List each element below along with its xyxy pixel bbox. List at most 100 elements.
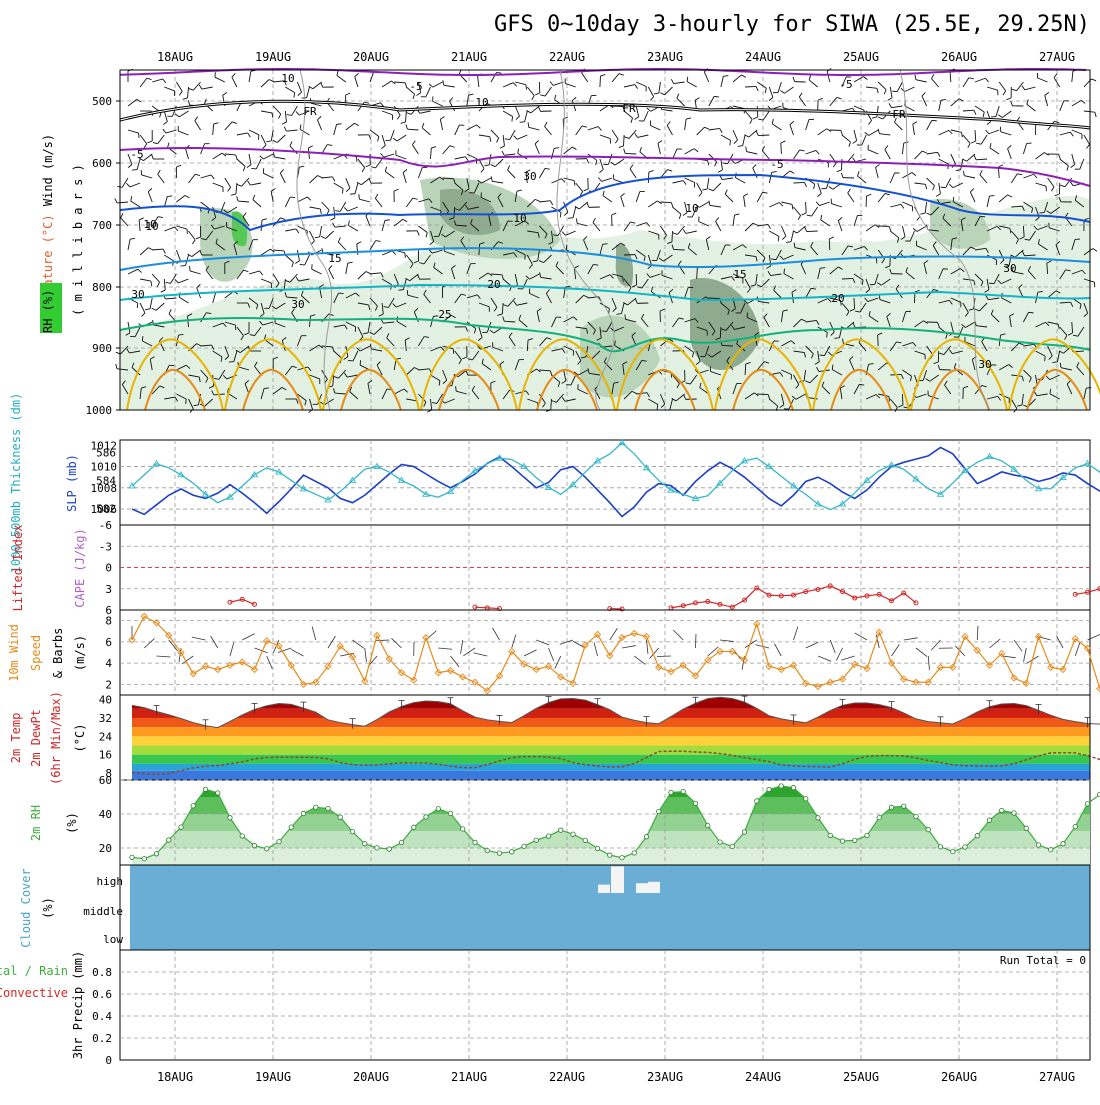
wind-barb <box>625 153 636 154</box>
lifted-ylabel-cape: CAPE (J/kg) <box>73 528 87 607</box>
wind-barb-flag <box>980 216 985 217</box>
wind10-barb <box>594 642 597 656</box>
contour-label: 20 <box>831 292 844 305</box>
rh2m-marker <box>142 857 146 861</box>
rh2m-marker <box>301 811 305 815</box>
precip-tick: 0 <box>105 1054 112 1067</box>
rh2m-marker <box>497 851 501 855</box>
rh2m-marker <box>363 842 367 846</box>
cloud-ylabel1: Cloud Cover <box>19 868 33 947</box>
rh2m-marker <box>583 838 587 842</box>
wind-barb-flag <box>1091 79 1096 81</box>
lifted-series <box>228 584 1100 611</box>
wind10-grid <box>120 610 1090 695</box>
cloud-high-bar <box>636 883 648 893</box>
precip-panel: 0.80.60.40.20 Run Total = 0 Total / Rain… <box>0 950 1090 1067</box>
rh2m-marker <box>828 833 832 837</box>
bottom-date-label: 23AUG <box>647 1070 683 1084</box>
wind-barb <box>878 335 879 346</box>
wind-barb <box>902 394 903 405</box>
contour-label: 10 <box>281 72 294 85</box>
contour-label: 30 <box>1003 262 1016 275</box>
rh2m-marker <box>767 787 771 791</box>
rh2m-marker <box>902 804 906 808</box>
wind-barb <box>600 76 601 87</box>
cloud-high-bar <box>611 866 624 893</box>
wind10-barb <box>144 638 154 648</box>
rh2m-marker <box>546 834 550 838</box>
rh2m-marker <box>853 838 857 842</box>
wind10-barb <box>1088 634 1100 640</box>
rh2m-marker <box>1036 843 1040 847</box>
temp2m-band <box>120 727 1090 736</box>
slp-series <box>129 440 1100 525</box>
contour-label: -5 <box>409 80 422 93</box>
pressure-tick: 700 <box>92 219 112 232</box>
rh2m-tick: 40 <box>99 808 112 821</box>
wind-barb-flag <box>407 290 408 295</box>
rh2m-marker <box>657 809 661 813</box>
wind10-barb <box>512 635 516 648</box>
rh2m-marker <box>889 805 893 809</box>
rh2m-marker <box>448 811 452 815</box>
lifted-grid <box>120 525 1090 610</box>
wind-barb <box>745 86 756 87</box>
rh2m-marker <box>730 844 734 848</box>
rh2m-marker <box>755 799 759 803</box>
wind-barb-flag <box>356 157 357 162</box>
wind10-barb <box>493 628 500 640</box>
wind-barb <box>660 202 671 203</box>
wind10-barb <box>1024 648 1027 662</box>
temp2m-tick: 16 <box>99 749 112 762</box>
rh2m-marker <box>461 827 465 831</box>
rh2m-marker <box>779 784 783 788</box>
rh2m-marker <box>399 840 403 844</box>
wind-barb <box>794 182 805 183</box>
wind-barb-flag <box>1093 249 1097 252</box>
lifted-tick: -3 <box>99 540 112 553</box>
wind-barb-flag <box>115 198 117 202</box>
wind-barb-flag <box>186 399 187 404</box>
contour-label: 10 <box>475 96 488 109</box>
rh2m-marker <box>718 840 722 844</box>
wind10-ylabel1: 10m Wind <box>7 624 21 682</box>
wind10-barb <box>1075 643 1080 656</box>
slp-tick: 1012 <box>91 439 118 452</box>
wind10-barb <box>536 640 549 645</box>
top-date-label: 24AUG <box>745 50 781 64</box>
rh2m-marker <box>804 797 808 801</box>
rh2m-marker <box>791 785 795 789</box>
precip-tick: 0.6 <box>92 988 112 1001</box>
wind-barb-flag <box>1095 112 1096 117</box>
rh2m-band <box>120 797 1090 814</box>
cloud-tick: high <box>97 875 124 888</box>
rh2m-marker <box>412 825 416 829</box>
wind10-barb <box>673 630 683 640</box>
cloud-tick: middle <box>83 905 123 918</box>
wind-barb-flag <box>137 303 138 308</box>
wind-barb-flag <box>892 91 897 92</box>
run-total: Run Total = 0 <box>1000 954 1086 967</box>
wind10-barb <box>255 648 268 653</box>
top-date-label: 26AUG <box>941 50 977 64</box>
wind-barb-flag <box>337 124 342 125</box>
rh2m-tick: 60 <box>99 774 112 787</box>
wind10-tick: 6 <box>105 636 112 649</box>
wind10-barb <box>841 656 854 660</box>
precip-ticks: 0.80.60.40.20 <box>92 966 112 1067</box>
rh2m-marker <box>693 801 697 805</box>
wind10-barb <box>157 656 171 657</box>
wind-barb <box>722 345 733 346</box>
contour-label: 10 <box>685 202 698 215</box>
wind-barb-flag <box>554 148 559 149</box>
wind10-frame <box>120 610 1090 695</box>
rh2m-marker <box>314 805 318 809</box>
rh2m-marker <box>191 804 195 808</box>
wind-barb-flag <box>989 283 994 284</box>
wind10-barb <box>774 644 781 656</box>
